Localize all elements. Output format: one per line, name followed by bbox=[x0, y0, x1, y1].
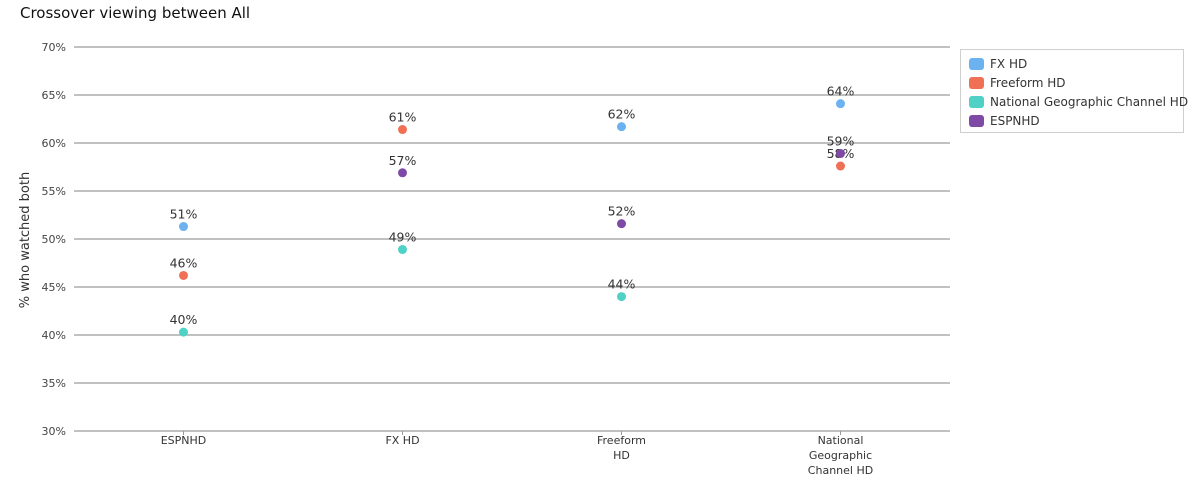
x-tick-label: FX HD bbox=[385, 434, 419, 447]
data-point bbox=[398, 125, 407, 135]
legend-swatch bbox=[969, 57, 984, 70]
x-tick-label: National Geographic Channel HD bbox=[808, 434, 873, 477]
y-tick-label: 35% bbox=[42, 377, 66, 390]
legend-label: ESPNHD bbox=[990, 113, 1040, 128]
data-point bbox=[836, 99, 845, 109]
legend-item: National Geographic Channel HD bbox=[969, 92, 1188, 111]
data-point bbox=[179, 327, 188, 337]
data-point bbox=[179, 270, 188, 280]
data-point bbox=[836, 161, 845, 171]
legend-label: National Geographic Channel HD bbox=[990, 94, 1189, 109]
data-point bbox=[617, 292, 626, 302]
data-label: 44% bbox=[608, 277, 636, 292]
y-tick-label: 40% bbox=[42, 329, 66, 342]
legend-label: FX HD bbox=[990, 56, 1028, 71]
y-tick-label: 45% bbox=[42, 281, 66, 294]
data-label: 64% bbox=[827, 84, 855, 99]
legend-item: Freeform HD bbox=[969, 73, 1183, 92]
data-point bbox=[836, 149, 845, 159]
legend: FX HD Freeform HD National Geographic Chan… bbox=[960, 49, 1188, 133]
y-tick-label: 55% bbox=[42, 185, 66, 198]
data-label: 49% bbox=[389, 230, 417, 245]
data-label: 51% bbox=[170, 207, 198, 222]
data-label: 46% bbox=[170, 255, 198, 270]
data-label: 57% bbox=[389, 153, 417, 168]
data-point bbox=[398, 245, 407, 255]
data-point bbox=[617, 122, 626, 132]
data-label: 61% bbox=[389, 110, 417, 125]
y-tick-label: 60% bbox=[42, 137, 66, 150]
data-label: 52% bbox=[608, 204, 636, 219]
data-label: 40% bbox=[170, 312, 198, 327]
data-point bbox=[617, 219, 626, 229]
chart-title: Crossover viewing between All bbox=[20, 4, 251, 22]
y-tick-label: 30% bbox=[42, 425, 66, 438]
legend-item: ESPNHD bbox=[969, 111, 1183, 130]
legend-item: FX HD bbox=[969, 54, 1183, 73]
y-tick-label: 50% bbox=[42, 233, 66, 246]
data-label: 62% bbox=[608, 107, 636, 122]
data-point bbox=[179, 222, 188, 232]
legend-swatch bbox=[969, 76, 984, 89]
x-tick-label: ESPNHD bbox=[161, 434, 207, 447]
legend-label: Freeform HD bbox=[990, 75, 1066, 90]
data-point bbox=[398, 168, 407, 178]
legend-swatch bbox=[969, 95, 984, 108]
y-tick-label: 65% bbox=[42, 89, 66, 102]
y-tick-label: 70% bbox=[42, 41, 66, 54]
legend-swatch bbox=[969, 114, 984, 127]
x-tick-label: Freeform HD bbox=[597, 434, 646, 462]
data-label: 59% bbox=[827, 134, 855, 149]
